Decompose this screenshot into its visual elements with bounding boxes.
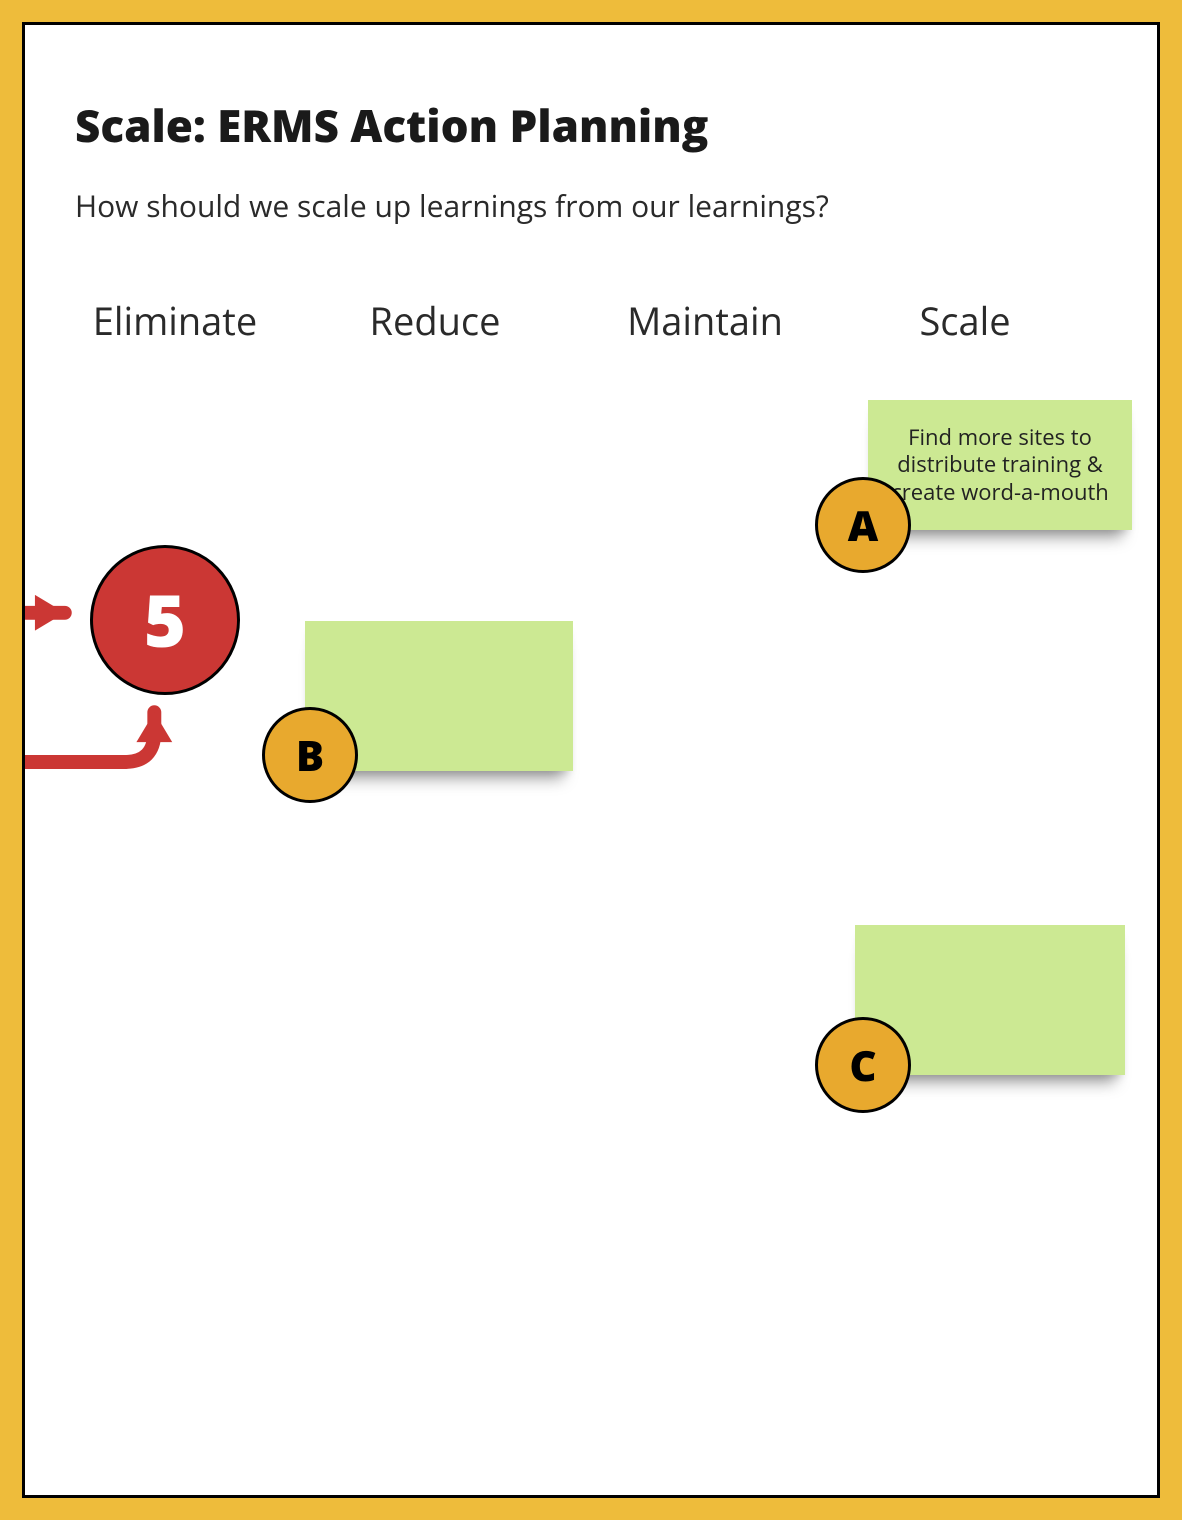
outer-frame: Scale: ERMS Action Planning How should w… <box>0 0 1182 1520</box>
step-marker-5[interactable]: 5 <box>90 545 240 695</box>
page-title: Scale: ERMS Action Planning <box>75 95 708 155</box>
column-header-reduce: Reduce <box>370 295 501 347</box>
column-header-eliminate: Eliminate <box>93 295 257 347</box>
canvas: Scale: ERMS Action Planning How should w… <box>22 22 1160 1498</box>
annotation-marker-c[interactable]: C <box>815 1017 911 1113</box>
page-subtitle: How should we scale up learnings from ou… <box>75 185 829 226</box>
annotation-marker-b[interactable]: B <box>262 707 358 803</box>
arrow-layer <box>25 25 1157 1495</box>
annotation-marker-a[interactable]: A <box>815 477 911 573</box>
column-header-scale: Scale <box>919 295 1010 347</box>
column-header-maintain: Maintain <box>627 295 783 347</box>
